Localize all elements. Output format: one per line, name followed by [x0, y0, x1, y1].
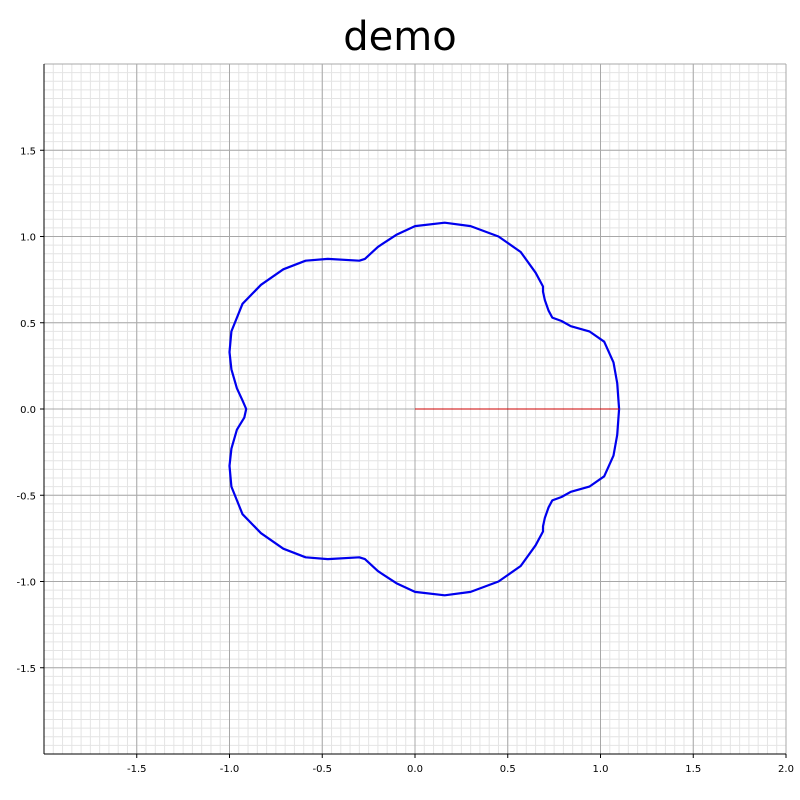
x-tick-label: 0.5: [500, 764, 516, 775]
tick-labels: -1.5 -1.0 -0.5 0.0 0.5 1.0 1.5 2.0 1.5 1.0 0.5 0.0 -…: [16, 146, 793, 775]
chart-title: demo: [343, 14, 457, 60]
x-tick-label: -0.5: [312, 764, 332, 775]
y-tick-label: -0.5: [16, 491, 36, 502]
x-tick-label: -1.0: [220, 764, 240, 775]
x-tick-label: 1.5: [685, 764, 701, 775]
x-tick-label: 1.0: [593, 764, 609, 775]
x-tick-label: -1.5: [127, 764, 147, 775]
y-tick-label: -1.5: [16, 664, 36, 675]
series-group: [228, 221, 621, 597]
x-tick-label: 0.0: [407, 764, 423, 775]
x-tick-label: 2.0: [778, 764, 794, 775]
plot-axes: [40, 64, 787, 758]
y-tick-label: 0.5: [20, 319, 36, 330]
series-line-curve: [228, 221, 621, 597]
y-tick-label: 0.0: [20, 405, 36, 416]
y-tick-label: -1.0: [16, 578, 36, 589]
y-tick-label: 1.0: [20, 233, 36, 244]
y-tick-label: 1.5: [20, 146, 36, 157]
